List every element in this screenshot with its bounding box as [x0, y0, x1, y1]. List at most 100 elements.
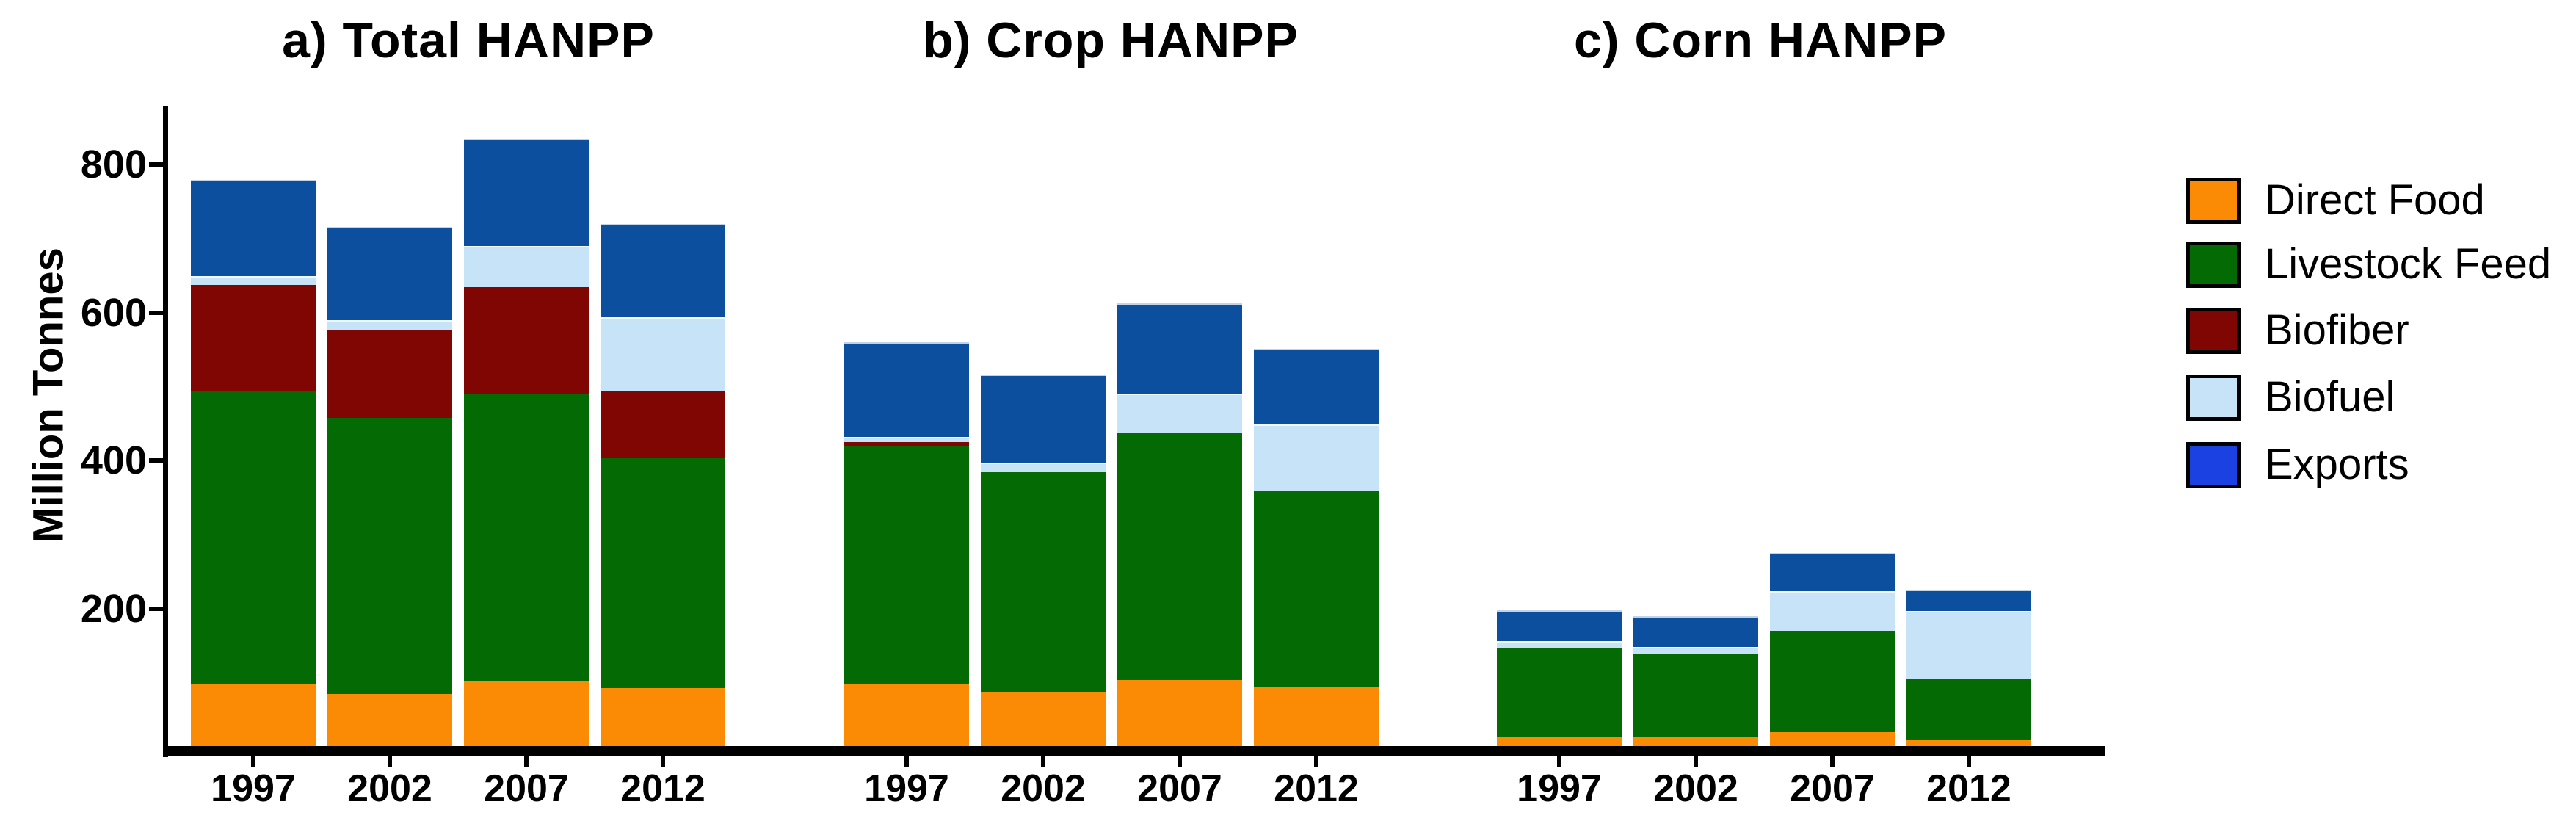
- panel-title: c) Corn HANPP: [1574, 12, 1947, 68]
- stacked-bar: [1770, 553, 1895, 756]
- bar-segment-livestock-feed: [327, 417, 452, 695]
- bar-segment-livestock-feed: [464, 394, 589, 681]
- x-tick-mark: [1314, 756, 1318, 767]
- legend-label: Biofuel: [2265, 373, 2395, 421]
- x-tick-mark: [1178, 756, 1182, 767]
- stacked-bar: [981, 375, 1106, 756]
- bar-segment-biofuel: [1254, 424, 1379, 492]
- x-tick-mark: [251, 756, 255, 767]
- legend-swatch-biofuel: [2186, 375, 2241, 421]
- x-tick-mark: [524, 756, 529, 767]
- legend-swatch-direct-food: [2186, 178, 2241, 224]
- bar-segment-livestock-feed: [1117, 433, 1242, 681]
- bar-segment-exports: [1117, 303, 1242, 394]
- bar-segment-biofuel: [844, 436, 969, 443]
- bar-segment-exports: [1770, 553, 1895, 592]
- x-axis-baseline: [163, 746, 2105, 756]
- bar-segment-biofuel: [327, 319, 452, 330]
- x-tick-year-label: 1997: [1517, 767, 1602, 810]
- bar-segment-exports: [1254, 349, 1379, 424]
- stacked-bar: [1254, 349, 1379, 756]
- bar-segment-direct-food: [844, 684, 969, 756]
- bar-segment-exports: [601, 223, 725, 317]
- legend-swatch-exports: [2186, 442, 2241, 488]
- x-tick-mark: [1694, 756, 1698, 767]
- bar-segment-livestock-feed: [981, 472, 1106, 693]
- bar-segment-biofuel: [981, 463, 1106, 473]
- bar-segment-livestock-feed: [1497, 648, 1622, 737]
- bar-segment-exports: [327, 226, 452, 320]
- legend-swatch-biofiber: [2186, 308, 2241, 354]
- stacked-bar: [464, 139, 589, 756]
- y-tick-mark: [149, 458, 163, 463]
- x-tick-year-label: 2007: [1790, 767, 1875, 810]
- bar-segment-biofiber: [844, 442, 969, 446]
- stacked-bar: [1497, 610, 1622, 756]
- bar-segment-exports: [981, 375, 1106, 463]
- x-tick-year-label: 2012: [1926, 767, 2011, 810]
- x-tick-mark: [1041, 756, 1045, 767]
- x-tick-year-label: 2007: [1137, 767, 1222, 810]
- x-tick-year-label: 2007: [484, 767, 569, 810]
- bar-segment-livestock-feed: [601, 458, 725, 689]
- stacked-bar: [1117, 303, 1242, 756]
- x-tick-mark: [388, 756, 392, 767]
- bar-segment-direct-food: [464, 681, 589, 756]
- legend-label: Livestock Feed: [2265, 240, 2552, 288]
- x-tick-mark: [904, 756, 909, 767]
- bar-segment-biofuel: [1633, 646, 1758, 654]
- stacked-bar: [844, 342, 969, 756]
- bar-segment-biofuel: [1497, 640, 1622, 648]
- bar-segment-exports: [844, 342, 969, 437]
- x-tick-mark: [1557, 756, 1561, 767]
- bar-segment-exports: [191, 179, 316, 277]
- x-tick-year-label: 2002: [347, 767, 432, 810]
- panel-title: b) Crop HANPP: [923, 12, 1299, 68]
- stacked-bar: [191, 179, 316, 756]
- bar-segment-biofiber: [464, 286, 589, 394]
- bar-segment-exports: [1906, 590, 2031, 611]
- x-tick-year-label: 1997: [211, 767, 296, 810]
- bar-segment-exports: [464, 139, 589, 247]
- stacked-bar: [1906, 590, 2031, 756]
- bar-segment-livestock-feed: [1633, 654, 1758, 737]
- x-tick-year-label: 2002: [1653, 767, 1738, 810]
- stacked-bar: [1633, 615, 1758, 756]
- bar-segment-biofiber: [601, 390, 725, 459]
- bar-segment-biofiber: [191, 284, 316, 391]
- bar-segment-direct-food: [327, 694, 452, 756]
- bar-segment-livestock-feed: [844, 446, 969, 684]
- bar-segment-livestock-feed: [1770, 630, 1895, 732]
- y-tick-label: 400: [80, 438, 147, 483]
- bar-segment-direct-food: [981, 692, 1106, 756]
- legend-swatch-livestock-feed: [2186, 242, 2241, 288]
- bar-segment-biofiber: [327, 330, 452, 418]
- bar-segment-biofuel: [1770, 591, 1895, 631]
- bar-segment-biofuel: [191, 276, 316, 285]
- legend-label: Exports: [2265, 441, 2409, 488]
- bar-segment-livestock-feed: [1906, 679, 2031, 740]
- bar-segment-exports: [1497, 610, 1622, 641]
- y-tick-label: 600: [80, 290, 147, 335]
- x-tick-year-label: 2012: [1274, 767, 1359, 810]
- bar-segment-livestock-feed: [191, 390, 316, 685]
- y-tick-mark: [149, 606, 163, 611]
- y-tick-mark: [149, 162, 163, 167]
- bar-segment-direct-food: [191, 684, 316, 756]
- x-tick-year-label: 2012: [620, 767, 705, 810]
- x-tick-mark: [661, 756, 665, 767]
- bar-segment-biofuel: [464, 246, 589, 287]
- bar-segment-direct-food: [1254, 687, 1379, 756]
- bar-segment-direct-food: [601, 688, 725, 756]
- legend-label: Direct Food: [2265, 176, 2485, 224]
- bar-segment-livestock-feed: [1254, 491, 1379, 687]
- y-tick-label: 800: [80, 142, 147, 187]
- bar-segment-exports: [1633, 615, 1758, 647]
- bar-segment-direct-food: [1117, 680, 1242, 756]
- panel-title: a) Total HANPP: [282, 12, 655, 68]
- y-axis-spine: [163, 106, 168, 757]
- legend-label: Biofiber: [2265, 306, 2409, 354]
- bar-segment-biofuel: [1906, 610, 2031, 679]
- x-tick-year-label: 1997: [864, 767, 949, 810]
